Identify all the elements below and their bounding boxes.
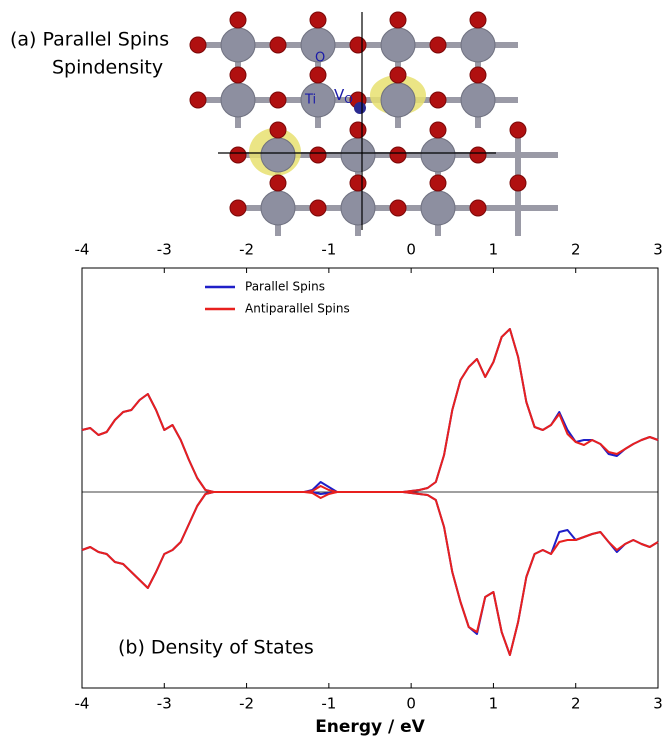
o-atom	[230, 147, 246, 163]
o-atom	[230, 200, 246, 216]
ti-atom	[421, 191, 455, 225]
x-tick-label-top: -1	[321, 241, 336, 259]
x-tick-label-top: -2	[239, 241, 254, 259]
x-tick-label: -1	[321, 695, 336, 713]
o-atom	[390, 147, 406, 163]
vacancy	[354, 102, 366, 114]
dos-line	[82, 329, 658, 492]
ti-atom	[461, 83, 495, 117]
o-atom	[430, 175, 446, 191]
ti-atom	[381, 83, 415, 117]
panel-a-label: (a) Parallel Spins	[10, 29, 169, 51]
legend-label: Antiparallel Spins	[245, 302, 350, 316]
o-atom	[350, 175, 366, 191]
ti-atom	[261, 138, 295, 172]
x-tick-label-top: -3	[157, 241, 172, 259]
o-atom	[430, 92, 446, 108]
o-atom	[390, 200, 406, 216]
x-tick-label: 0	[406, 695, 416, 713]
ti-atom	[461, 28, 495, 62]
o-atom	[350, 37, 366, 53]
o-atom	[510, 175, 526, 191]
o-atom	[430, 37, 446, 53]
o-atom	[350, 122, 366, 138]
o-atom	[230, 67, 246, 83]
crystal-structure	[190, 12, 558, 236]
o-atom	[270, 92, 286, 108]
ti-atom	[341, 138, 375, 172]
ti-atom	[341, 191, 375, 225]
figure: (a) Parallel Spins Spindensity O Ti VO -…	[0, 0, 666, 739]
x-tick-label: -2	[239, 695, 254, 713]
o-atom	[470, 200, 486, 216]
x-tick-label-top: 3	[653, 241, 663, 259]
o-atom	[310, 12, 326, 28]
dos-line	[82, 329, 658, 492]
ti-atom	[221, 28, 255, 62]
atom-label: O	[315, 51, 325, 66]
o-atom	[390, 67, 406, 83]
x-tick-label: -3	[157, 695, 172, 713]
o-atom	[510, 122, 526, 138]
o-atom	[470, 67, 486, 83]
x-tick-label: 1	[489, 695, 499, 713]
dos-line	[82, 492, 658, 655]
atom-label: Ti	[304, 93, 316, 108]
x-tick-label: -4	[75, 695, 90, 713]
o-atom	[310, 67, 326, 83]
o-atom	[270, 175, 286, 191]
o-atom	[190, 37, 206, 53]
o-atom	[270, 37, 286, 53]
o-atom	[190, 92, 206, 108]
x-tick-label-top: 0	[406, 241, 416, 259]
annotation: (b) Density of States	[118, 637, 314, 659]
atom-label-sub: O	[344, 93, 353, 106]
o-atom	[230, 12, 246, 28]
o-atom	[270, 122, 286, 138]
legend-label: Parallel Spins	[245, 280, 325, 294]
o-atom	[310, 200, 326, 216]
x-axis-label: Energy / eV	[315, 717, 425, 737]
x-tick-label-top: 2	[571, 241, 581, 259]
o-atom	[310, 147, 326, 163]
o-atom	[470, 147, 486, 163]
o-atom	[430, 122, 446, 138]
ti-atom	[381, 28, 415, 62]
x-tick-label-top: -4	[75, 241, 90, 259]
ti-atom	[221, 83, 255, 117]
ti-atom	[421, 138, 455, 172]
o-atom	[390, 12, 406, 28]
x-tick-label-top: 1	[489, 241, 499, 259]
dos-line	[82, 492, 658, 655]
o-atom	[470, 12, 486, 28]
plot-frame	[82, 268, 658, 688]
x-tick-label: 2	[571, 695, 581, 713]
ti-atom	[261, 191, 295, 225]
x-tick-label: 3	[653, 695, 663, 713]
panel-a-sublabel: Spindensity	[52, 57, 163, 79]
